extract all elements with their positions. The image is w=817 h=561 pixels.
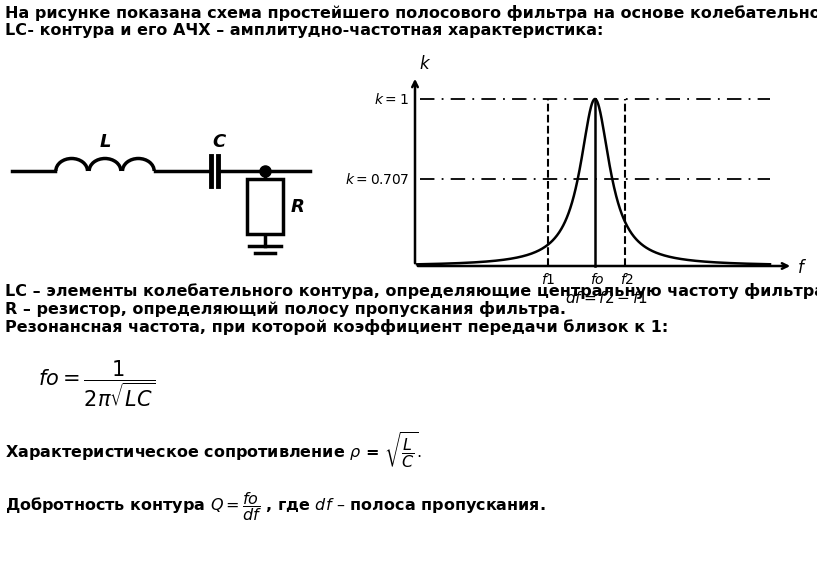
Text: $f2$: $f2$ — [620, 272, 634, 287]
Text: $f$: $f$ — [797, 259, 807, 277]
Text: $f1$: $f1$ — [541, 272, 556, 287]
Text: $k$: $k$ — [419, 55, 431, 73]
Text: R – резистор, определяющий полосу пропускания фильтра.: R – резистор, определяющий полосу пропус… — [5, 301, 566, 317]
Text: $df = f2 - f1$: $df = f2 - f1$ — [565, 290, 648, 306]
Text: R: R — [291, 197, 305, 215]
Text: LC- контура и его АЧХ – амплитудно-частотная характеристика:: LC- контура и его АЧХ – амплитудно-часто… — [5, 23, 604, 38]
Text: LC – элементы колебательного контура, определяющие центральную частоту фильтра.: LC – элементы колебательного контура, оп… — [5, 283, 817, 299]
Text: $k=1$: $k=1$ — [374, 91, 409, 107]
Text: На рисунке показана схема простейшего полосового фильтра на основе колебательног: На рисунке показана схема простейшего по… — [5, 5, 817, 21]
Text: C: C — [212, 133, 225, 151]
Text: $fo = \dfrac{1}{2\pi\sqrt{LC}}$: $fo = \dfrac{1}{2\pi\sqrt{LC}}$ — [38, 358, 155, 410]
Text: $fo$: $fo$ — [590, 272, 605, 287]
Bar — [247, 179, 283, 234]
Text: Добротность контура $Q = \dfrac{fo}{df}$ , где $df$ – полоса пропускания.: Добротность контура $Q = \dfrac{fo}{df}$… — [5, 490, 546, 523]
Text: $k=0.707$: $k=0.707$ — [345, 172, 409, 187]
Text: Резонансная частота, при которой коэффициент передачи близок к 1:: Резонансная частота, при которой коэффиц… — [5, 319, 668, 335]
Text: L: L — [99, 133, 111, 151]
Text: Характеристическое сопротивление $\rho$ = $\sqrt{\dfrac{L}{C}}.$: Характеристическое сопротивление $\rho$ … — [5, 431, 422, 471]
